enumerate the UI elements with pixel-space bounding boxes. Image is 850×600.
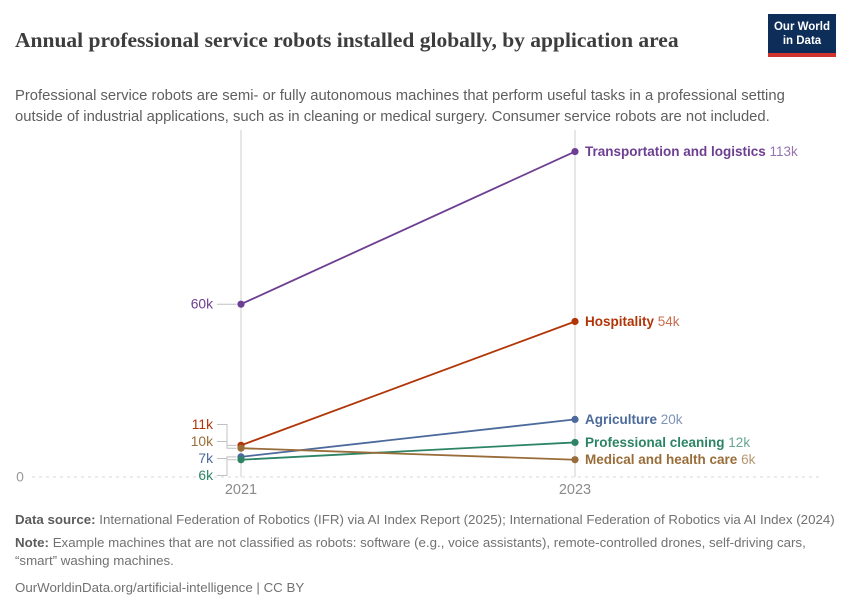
start-value-label-hospitality: 11k [192,417,213,432]
series-name-agriculture: Agriculture [585,412,658,427]
series-point-agriculture-2023[interactable] [571,415,579,423]
x-tick-2023: 2023 [559,482,591,498]
series-professional-cleaning[interactable]: 6k Professional cleaning 12k [198,435,750,483]
series-line-transportation-and-logistics[interactable] [240,150,576,306]
start-value-label-professional-cleaning: 6k [198,468,213,483]
data-source-text: International Federation of Robotics (IF… [99,512,835,527]
end-value-label-transportation-and-logistics: 113k [766,144,798,159]
series-name-professional-cleaning: Professional cleaning [585,435,725,450]
series-point-transportation-and-logistics-2021[interactable] [237,300,245,308]
series-name-medical-and-health-care: Medical and health care [585,452,738,467]
chart-subtitle: Professional service robots are semi- or… [15,87,785,126]
series-point-medical-and-health-care-2021[interactable] [237,444,245,452]
chart-canvas: 2021 2023 0 60k Transportation and logistics… [16,130,822,498]
series-point-hospitality-2023[interactable] [571,317,579,326]
series-name-hospitality: Hospitality [585,314,655,329]
series-medical-and-health-care[interactable]: 10k Medical and health care 6k [191,434,756,467]
y-tick-zero: 0 [16,469,24,485]
series-point-transportation-and-logistics-2023[interactable] [571,147,579,156]
end-value-label-agriculture: 20k [657,412,683,427]
series-label-professional-cleaning[interactable]: Professional cleaning 12k [585,435,750,450]
owid-logo[interactable]: Our World in Data [768,14,836,57]
label-connector-agriculture [217,456,237,459]
end-value-label-hospitality: 54k [654,314,680,329]
series-hospitality[interactable]: 11k Hospitality 54k [192,314,680,449]
note-line: Note: Example machines that are not clas… [15,534,835,571]
data-source-line: Data source: International Federation of… [15,511,835,530]
series-point-professional-cleaning-2023[interactable] [571,438,579,447]
series-label-medical-and-health-care[interactable]: Medical and health care 6k [585,452,756,467]
end-value-label-professional-cleaning: 12k [725,435,751,450]
series-name-transportation-and-logistics: Transportation and logistics [585,144,766,159]
chart-footer: Data source: International Federation of… [15,511,835,600]
series-label-transportation-and-logistics[interactable]: Transportation and logistics 113k [585,144,798,159]
label-connector-medical-and-health-care [217,441,237,449]
series-agriculture[interactable]: 7k Agriculture 20k [198,412,682,466]
series-label-hospitality[interactable]: Hospitality 54k [585,314,680,329]
x-tick-2021: 2021 [225,482,257,498]
data-source-label: Data source: [15,512,96,527]
label-connector-hospitality [217,424,237,446]
series-point-professional-cleaning-2021[interactable] [237,456,245,464]
start-value-label-medical-and-health-care: 10k [191,434,213,449]
start-value-label-transportation-and-logistics: 60k [191,297,213,312]
series-point-medical-and-health-care-2023[interactable] [571,456,579,464]
series-line-medical-and-health-care[interactable] [240,447,576,461]
citation-line: OurWorldinData.org/artificial-intelligen… [15,579,305,595]
page-title: Annual professional service robots insta… [15,28,679,53]
series-line-professional-cleaning[interactable] [240,441,576,461]
note-text: Example machines that are not classified… [15,534,806,569]
logo-text-line1: Our World [773,21,830,33]
start-value-label-agriculture: 7k [198,451,213,466]
series-line-hospitality[interactable] [240,320,576,447]
logo-text-line2: in Data [782,35,822,47]
series-label-agriculture[interactable]: Agriculture 20k [585,412,683,427]
series-transportation-and-logistics[interactable]: 60k Transportation and logistics 113k [191,144,798,312]
note-label: Note: [15,534,49,550]
end-value-label-medical-and-health-care: 6k [737,452,755,467]
label-connector-professional-cleaning [217,459,237,476]
